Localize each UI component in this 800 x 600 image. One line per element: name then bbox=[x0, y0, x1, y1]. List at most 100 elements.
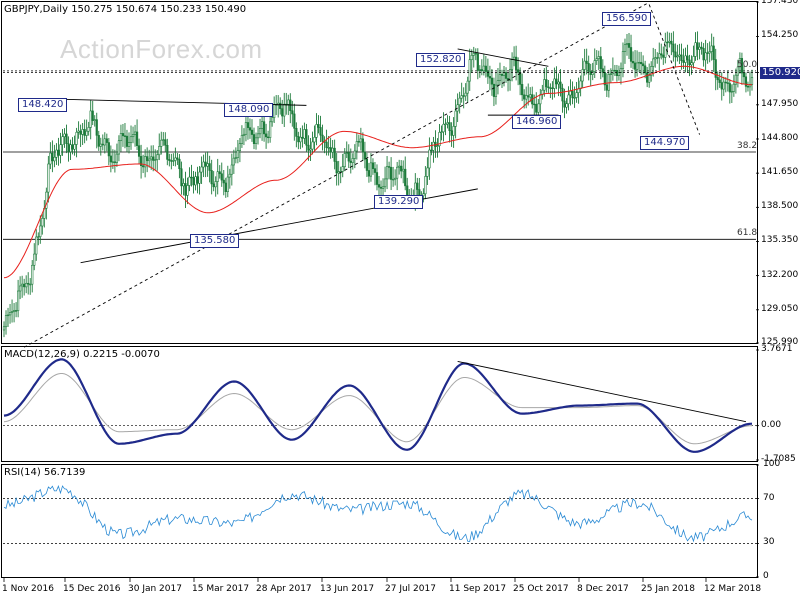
fib-label: 50.0 bbox=[737, 59, 758, 70]
candle-body bbox=[293, 113, 296, 129]
candle-body bbox=[478, 69, 481, 71]
candle-body bbox=[732, 83, 735, 92]
upper-channel-line bbox=[457, 48, 549, 67]
candle-body bbox=[37, 236, 40, 238]
candle-body bbox=[176, 157, 179, 160]
candle-body bbox=[95, 119, 98, 136]
candle-body bbox=[103, 138, 106, 146]
candle-body bbox=[269, 121, 272, 138]
candle-body bbox=[117, 140, 121, 155]
candle-body bbox=[119, 133, 123, 142]
candle-body bbox=[228, 173, 231, 178]
candle-body bbox=[736, 66, 739, 76]
candle-body bbox=[359, 138, 362, 143]
candle-body bbox=[12, 310, 16, 312]
x-tick-label: 25 Oct 2017 bbox=[513, 584, 569, 594]
candle-body bbox=[454, 110, 457, 127]
candle-body bbox=[696, 42, 699, 50]
candle-body bbox=[222, 179, 225, 184]
candle-body bbox=[361, 138, 364, 153]
candle-body bbox=[720, 82, 723, 90]
candle-body bbox=[734, 74, 737, 85]
candle-body bbox=[158, 146, 161, 156]
x-tick-label: 11 Sep 2017 bbox=[449, 584, 507, 594]
candle-body bbox=[315, 124, 318, 138]
candle-body bbox=[154, 159, 157, 161]
candle-body bbox=[662, 54, 665, 58]
candle-body bbox=[440, 131, 443, 133]
x-tick-label: 28 Apr 2017 bbox=[256, 584, 312, 594]
price-panel bbox=[2, 1, 759, 348]
candle-body bbox=[89, 110, 92, 128]
candle-body bbox=[539, 94, 542, 105]
candle-body bbox=[551, 87, 554, 89]
price-callout: 146.960 bbox=[512, 115, 562, 129]
candle-body bbox=[321, 134, 324, 142]
candle-body bbox=[200, 166, 203, 173]
candle-body bbox=[214, 181, 217, 188]
candle-body bbox=[385, 166, 389, 180]
rsi-panel bbox=[3, 464, 759, 578]
candle-body bbox=[712, 45, 715, 60]
candle-body bbox=[640, 61, 643, 65]
macd-signal-line bbox=[3, 373, 752, 445]
candle-body bbox=[686, 55, 689, 61]
candle-body bbox=[220, 173, 223, 181]
candle-body bbox=[166, 144, 169, 160]
price-callout: 135.580 bbox=[190, 234, 240, 248]
candle-body bbox=[517, 69, 520, 73]
candle-body bbox=[617, 72, 621, 76]
candle-body bbox=[398, 165, 401, 168]
candle-body bbox=[85, 130, 88, 136]
candle-body bbox=[172, 160, 175, 162]
candle-body bbox=[202, 161, 205, 168]
candle-body bbox=[73, 144, 76, 150]
candle-body bbox=[555, 78, 558, 85]
candle-body bbox=[238, 143, 241, 151]
price-tick-label: 141.650 bbox=[761, 167, 799, 178]
candle-body bbox=[682, 60, 685, 63]
candle-body bbox=[208, 163, 211, 171]
candle-body bbox=[375, 172, 379, 185]
macd-tick-label: 0.00 bbox=[761, 419, 782, 430]
candles bbox=[2, 31, 754, 338]
candle-body bbox=[581, 69, 584, 82]
candle-body bbox=[10, 311, 14, 313]
candle-body bbox=[724, 81, 727, 84]
candle-body bbox=[718, 79, 721, 83]
candle-body bbox=[146, 156, 149, 162]
candle-body bbox=[212, 183, 215, 188]
candle-body bbox=[377, 184, 381, 188]
candle-body bbox=[242, 133, 246, 136]
candle-body bbox=[508, 69, 512, 81]
candle-body bbox=[160, 139, 163, 147]
candle-body bbox=[672, 43, 675, 53]
candle-body bbox=[206, 163, 209, 167]
candle-body bbox=[494, 84, 498, 97]
price-tick-label: 157.430 bbox=[761, 0, 799, 6]
candle-body bbox=[394, 177, 397, 180]
candle-body bbox=[168, 159, 171, 161]
rsi-tick-label: 30 bbox=[763, 537, 775, 548]
candle-body bbox=[591, 71, 594, 75]
candle-body bbox=[486, 71, 489, 77]
candle-body bbox=[656, 57, 659, 59]
candle-body bbox=[17, 290, 20, 311]
x-tick-label: 1 Nov 2016 bbox=[2, 584, 54, 594]
candle-body bbox=[267, 136, 270, 139]
symbol-label: GBPJPY,Daily bbox=[4, 4, 68, 15]
x-tick-label: 12 Mar 2018 bbox=[704, 584, 762, 594]
candle-body bbox=[746, 86, 750, 88]
candle-body bbox=[31, 264, 34, 285]
macd-tick-label: 3.7671 bbox=[761, 344, 793, 354]
candle-body bbox=[77, 130, 80, 133]
candle-body bbox=[123, 135, 127, 137]
price-tick-label: 147.950 bbox=[761, 98, 799, 109]
candle-body bbox=[8, 312, 12, 316]
candle-body bbox=[468, 59, 471, 82]
candle-body bbox=[533, 103, 536, 106]
candle-body bbox=[565, 103, 568, 108]
candle-body bbox=[198, 171, 201, 184]
price-callout: 156.590 bbox=[602, 12, 652, 26]
price-panel-frame bbox=[1, 1, 758, 344]
